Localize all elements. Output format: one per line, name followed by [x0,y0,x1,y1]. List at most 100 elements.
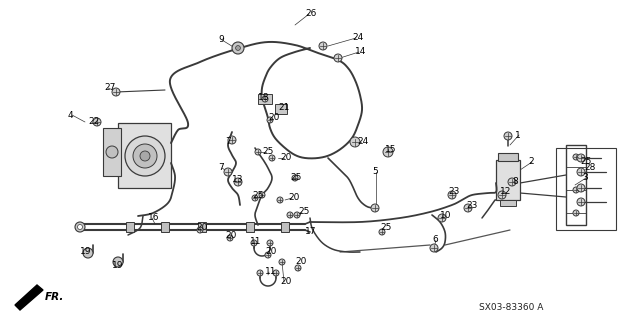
Circle shape [235,46,240,50]
Circle shape [228,136,236,144]
Text: 25: 25 [252,190,263,199]
Text: 7: 7 [225,138,231,147]
Circle shape [319,42,327,50]
Text: 20: 20 [280,154,291,163]
Text: 19: 19 [80,247,91,257]
Text: 24: 24 [352,34,363,43]
Bar [500,200,516,206]
Circle shape [267,240,273,246]
Bar [198,222,206,232]
Circle shape [232,42,244,54]
Text: 9: 9 [218,36,224,44]
Circle shape [259,192,265,198]
Bar [103,128,121,176]
Circle shape [577,168,585,176]
Bar [566,145,586,225]
Text: 20: 20 [268,114,279,123]
Text: SX03-83360 A: SX03-83360 A [479,303,543,313]
Bar [281,222,289,232]
Circle shape [255,149,261,155]
Circle shape [294,212,300,218]
Text: 28: 28 [584,164,596,172]
Text: 26: 26 [305,10,316,19]
Text: 2: 2 [528,157,533,166]
Polygon shape [118,123,171,188]
Circle shape [438,214,446,222]
Circle shape [267,117,273,123]
Text: 12: 12 [500,188,511,196]
Text: 16: 16 [148,213,160,222]
Text: 7: 7 [218,164,224,172]
Circle shape [383,147,393,157]
Bar [556,148,616,230]
Circle shape [234,178,242,186]
Circle shape [227,235,233,241]
Circle shape [93,118,101,126]
Circle shape [133,144,157,168]
Text: 24: 24 [357,138,368,147]
Bar [275,104,287,114]
Circle shape [292,175,298,181]
Circle shape [508,178,516,186]
Circle shape [573,187,579,193]
Text: 25: 25 [298,207,309,217]
Text: 25: 25 [262,148,273,156]
Circle shape [112,88,120,96]
Circle shape [277,197,283,203]
Bar [246,222,254,232]
Text: 11: 11 [265,268,276,276]
Circle shape [334,54,342,62]
Text: 18: 18 [258,93,270,102]
Circle shape [287,212,293,218]
Circle shape [577,184,585,192]
Text: 22: 22 [88,117,99,126]
Text: 19: 19 [112,260,124,269]
Circle shape [140,151,150,161]
Bar [161,222,169,232]
Text: 20: 20 [225,230,237,239]
Circle shape [577,198,585,206]
Bar [496,160,520,200]
Text: 25: 25 [290,173,301,182]
Circle shape [125,136,165,176]
Text: 14: 14 [355,47,366,57]
Text: 6: 6 [432,236,438,244]
Text: 20: 20 [265,247,276,257]
Text: FR.: FR. [45,292,65,302]
Text: 25: 25 [580,157,591,166]
Text: 20: 20 [280,277,291,286]
Text: 20: 20 [196,223,207,233]
Polygon shape [15,285,43,310]
Text: 23: 23 [448,188,460,196]
Circle shape [498,191,506,199]
Circle shape [448,191,456,199]
Circle shape [295,265,301,271]
Text: 20: 20 [288,194,299,203]
Circle shape [504,132,512,140]
Circle shape [379,229,385,235]
Text: 21: 21 [278,103,289,113]
Circle shape [350,137,360,147]
Text: 1: 1 [515,131,521,140]
Text: 11: 11 [250,237,261,246]
Text: 15: 15 [385,146,396,155]
Circle shape [75,222,85,232]
Circle shape [464,204,472,212]
Circle shape [269,155,275,161]
Circle shape [252,195,258,201]
Circle shape [371,204,379,212]
Circle shape [279,259,285,265]
Bar [258,94,272,104]
Circle shape [573,210,579,216]
Bar [498,153,518,161]
Circle shape [113,257,123,267]
Text: 25: 25 [380,223,391,233]
Text: 17: 17 [305,228,317,236]
Text: 20: 20 [295,258,306,267]
Text: 27: 27 [104,84,116,92]
Text: 4: 4 [68,110,74,119]
Circle shape [257,270,263,276]
Text: 23: 23 [466,201,478,210]
Circle shape [577,154,585,162]
Text: 3: 3 [582,173,587,182]
